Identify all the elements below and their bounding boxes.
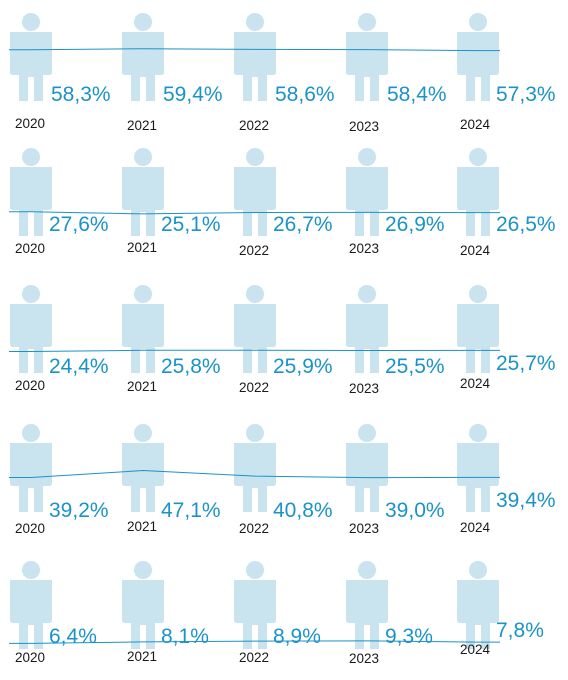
percent-label: 6,4% [49,625,97,648]
percent-label: 8,1% [161,625,209,648]
percent-label: 26,9% [385,213,445,236]
percent-label: 59,4% [163,83,223,106]
percent-label: 25,5% [385,355,445,378]
year-label: 2020 [15,116,45,131]
year-label: 2024 [460,642,491,657]
year-label: 2020 [15,521,45,536]
person-icon [122,148,164,236]
percent-label: 58,6% [275,83,335,106]
percent-label: 25,1% [161,213,221,236]
person-icon [346,285,388,373]
percent-label: 7,8% [496,619,544,642]
person-icon [346,561,388,649]
percent-label: 47,1% [161,499,221,522]
chart-row: 58,3% 2020 59,4% 2021 58,6% 2022 58,4% 2023 57,3… [9,13,556,134]
trend-line [9,470,500,479]
percent-label: 8,9% [273,625,321,648]
percent-label: 9,3% [385,625,433,648]
percent-label: 39,4% [496,489,556,512]
percent-label: 25,7% [496,352,556,375]
year-label: 2023 [349,381,379,396]
person-icon [10,561,52,649]
person-icon [122,13,164,101]
percent-label: 25,9% [273,355,333,378]
person-icon [122,285,164,373]
chart-row: 24,4% 2020 25,8% 2021 25,9% 2022 25,5% 2023 25,7… [9,285,556,396]
percent-label: 39,0% [385,499,445,522]
year-label: 2024 [460,520,491,535]
person-icon [234,424,276,512]
percent-label: 24,4% [49,355,109,378]
percent-label: 40,8% [273,499,333,522]
person-icon [457,561,499,649]
percent-label: 39,2% [49,499,109,522]
year-label: 2023 [349,119,379,134]
person-icon [457,424,499,512]
trend-line [9,640,500,644]
trend-line [9,48,500,52]
person-icon [234,561,276,649]
percent-label: 26,5% [496,213,556,236]
year-label: 2021 [127,519,157,534]
year-label: 2022 [239,380,269,395]
year-label: 2020 [15,378,45,393]
year-label: 2024 [460,243,491,258]
person-icon [234,285,276,373]
percent-label: 58,4% [387,83,447,106]
percent-label: 57,3% [496,83,556,106]
percent-label: 25,8% [161,355,221,378]
year-label: 2022 [239,650,269,665]
person-icon [10,285,52,373]
year-label: 2023 [349,521,379,536]
year-label: 2022 [239,118,269,133]
year-label: 2022 [239,521,269,536]
person-icon [346,424,388,512]
percent-label: 58,3% [51,83,111,106]
person-icon [457,285,499,373]
year-label: 2021 [127,649,157,664]
year-label: 2020 [15,650,45,665]
chart-row: 6,4% 2020 8,1% 2021 8,9% 2022 9,3% 2023 7,8% 2024 [9,561,544,666]
person-icon [234,148,276,236]
chart-row: 27,6% 2020 25,1% 2021 26,7% 2022 26,9% 2023 26,5… [9,148,556,258]
year-label: 2021 [127,118,157,133]
year-label: 2020 [15,241,45,256]
percent-label: 26,7% [273,213,333,236]
year-label: 2021 [127,379,157,394]
person-icon [346,148,388,236]
percent-label: 27,6% [49,213,109,236]
trend-line [9,349,500,353]
person-icon [346,13,388,101]
person-icon [10,424,52,512]
person-icon [457,148,499,236]
year-label: 2023 [349,651,379,666]
person-icon [122,561,164,649]
person-icon [10,13,52,101]
person-icon [10,148,52,236]
chart-row: 39,2% 2020 47,1% 2021 40,8% 2022 39,0% 2023 39,4… [9,424,556,536]
year-label: 2024 [460,117,491,132]
year-label: 2023 [349,241,379,256]
person-icon [457,13,499,101]
person-icon [122,424,164,512]
year-label: 2021 [127,240,157,255]
trend-line [9,211,500,215]
year-label: 2024 [460,376,491,391]
year-label: 2022 [239,243,269,258]
person-icon [234,13,276,101]
